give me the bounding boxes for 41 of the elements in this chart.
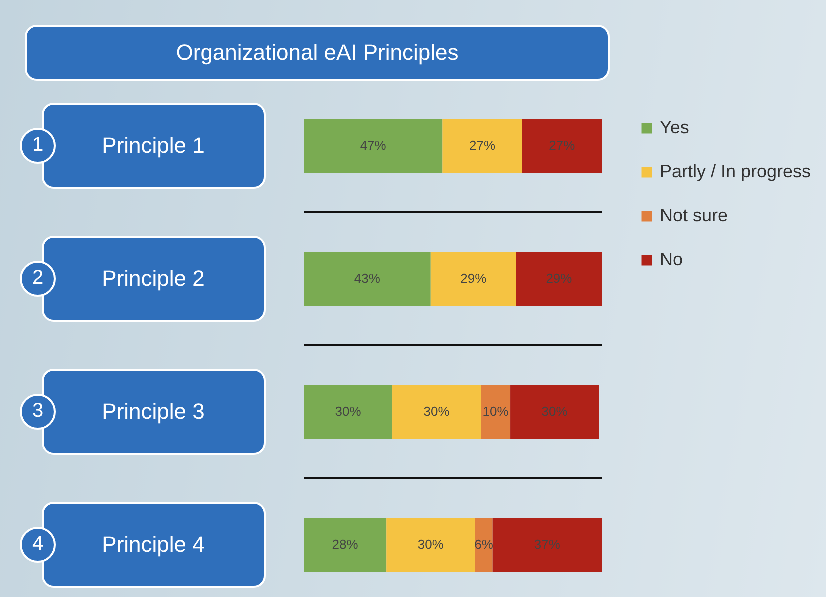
data-label: 43% bbox=[354, 271, 381, 286]
legend-label: Partly / In progress bbox=[660, 162, 812, 182]
text: 1 bbox=[20, 128, 56, 164]
data-label: 30% bbox=[424, 404, 450, 419]
bar bbox=[522, 119, 602, 173]
data-label: 10% bbox=[482, 404, 510, 419]
data-label: 37% bbox=[534, 537, 561, 552]
y-tick-label: Principle 4 bbox=[102, 532, 205, 557]
y-tick-label: Principle 2 bbox=[102, 266, 205, 291]
data-label: 30% bbox=[335, 404, 362, 419]
data-label: 6% bbox=[474, 537, 494, 552]
bar bbox=[386, 518, 476, 572]
data-label: 29% bbox=[546, 271, 573, 286]
bar bbox=[304, 518, 387, 572]
text: 4 bbox=[20, 526, 56, 563]
y-tick-label: Principle 1 bbox=[102, 133, 205, 158]
data-label: 27% bbox=[549, 138, 576, 153]
bar bbox=[304, 385, 393, 439]
data-label: 28% bbox=[332, 537, 359, 552]
text: 2 bbox=[20, 260, 56, 297]
legend-label: No bbox=[660, 250, 684, 270]
bar bbox=[475, 518, 493, 572]
bar bbox=[392, 385, 482, 439]
y-tick-label: Principle 3 bbox=[102, 399, 205, 424]
bar bbox=[304, 119, 443, 173]
data-label: 29% bbox=[460, 271, 488, 286]
bar bbox=[516, 252, 602, 306]
title-banner: Organizational eAI Principles bbox=[25, 25, 610, 81]
bar bbox=[481, 385, 511, 439]
data-label: 30% bbox=[542, 404, 568, 419]
bar bbox=[442, 119, 522, 173]
text: 3 bbox=[20, 394, 56, 430]
bar bbox=[304, 252, 431, 306]
legend-label: Not sure bbox=[660, 206, 728, 226]
bar bbox=[510, 385, 600, 439]
data-label: 27% bbox=[469, 138, 496, 153]
bar bbox=[430, 252, 516, 306]
data-label: 30% bbox=[418, 537, 444, 552]
legend-label: Yes bbox=[660, 118, 690, 138]
data-label: 47% bbox=[360, 138, 387, 153]
bar bbox=[492, 518, 602, 572]
